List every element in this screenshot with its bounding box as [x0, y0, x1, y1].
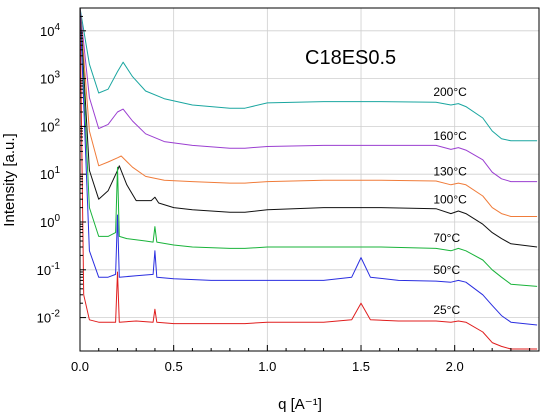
- x-axis-title: q [A⁻¹]: [278, 396, 322, 413]
- series-label: 70°C: [433, 231, 460, 245]
- series-label: 100°C: [433, 193, 467, 207]
- series-line-6: [79, 7, 538, 350]
- y-tick-label: 10-2: [37, 309, 61, 326]
- series-line-4: [79, 7, 538, 287]
- series-line-0: [79, 7, 538, 142]
- series-line-2: [79, 7, 538, 217]
- y-tick-labels: 10-2 10-1 100 101 102 103 104: [37, 22, 61, 326]
- series-line-3: [79, 7, 538, 248]
- y-tick-label: 102: [40, 117, 60, 134]
- x-tick-label: 1.0: [258, 359, 276, 374]
- series-line-5: [79, 7, 538, 326]
- y-tick-label: 101: [40, 165, 60, 182]
- series-label: 25°C: [433, 303, 460, 317]
- series-line-1: [79, 7, 538, 183]
- y-axis-title: Intensity [a.u.]: [1, 133, 18, 226]
- series-lines: [79, 7, 538, 350]
- x-tick-label: 0.5: [165, 359, 183, 374]
- series-label: 130°C: [433, 164, 467, 178]
- y-tick-label: 103: [40, 70, 60, 87]
- x-tick-label: 1.5: [352, 359, 370, 374]
- series-label: 50°C: [433, 263, 460, 277]
- x-tick-label: 0.0: [71, 359, 89, 374]
- y-tick-label: 104: [40, 22, 60, 39]
- series-labels: 200°C 160°C 130°C 100°C 70°C 50°C 25°C: [433, 85, 467, 317]
- y-tick-label: 10-1: [37, 261, 61, 278]
- series-label: 200°C: [433, 85, 467, 99]
- series-label: 160°C: [433, 129, 467, 143]
- x-tick-labels: 0.0 0.5 1.0 1.5 2.0: [71, 359, 464, 374]
- plot-frame: [79, 7, 540, 352]
- axis-ticks: [79, 7, 531, 351]
- x-tick-label: 2.0: [446, 359, 464, 374]
- y-tick-label: 100: [40, 213, 60, 230]
- chart-title: C18ES0.5: [305, 47, 396, 69]
